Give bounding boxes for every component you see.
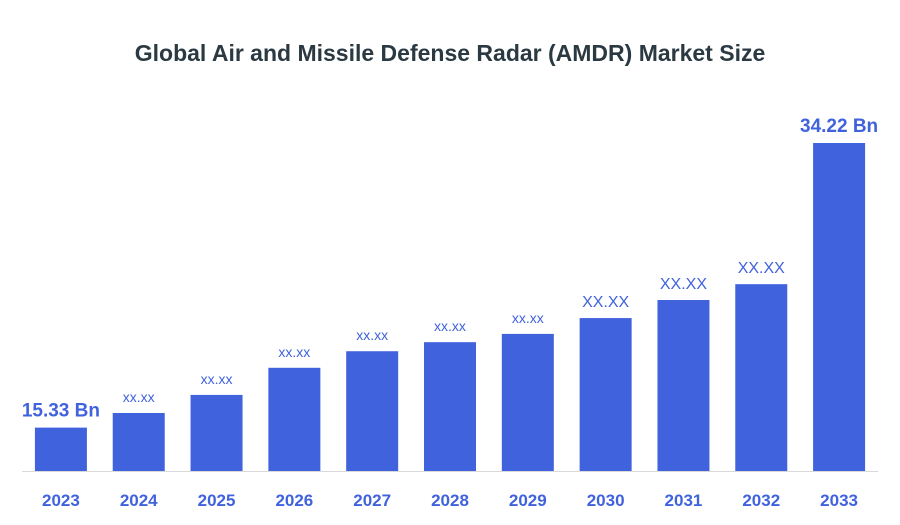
- bar-2027: [346, 351, 399, 471]
- chart-title: Global Air and Missile Defense Radar (AM…: [134, 40, 766, 66]
- x-tick-2026: 2026: [275, 491, 313, 510]
- data-label-2030: XX.XX: [582, 294, 629, 311]
- x-tick-2025: 2025: [198, 491, 236, 510]
- bar-2024: [112, 412, 165, 471]
- data-label-2029: xx.xx: [512, 310, 544, 326]
- x-tick-2023: 2023: [42, 491, 80, 510]
- bar-2031: [657, 299, 710, 471]
- data-label-2023: 15.33 Bn: [22, 401, 100, 422]
- bar-2030: [579, 318, 632, 471]
- bar-2023: [34, 427, 87, 471]
- x-tick-2030: 2030: [587, 491, 625, 510]
- data-label-2028: xx.xx: [434, 318, 466, 334]
- data-label-2033: 34.22 Bn: [800, 116, 878, 137]
- data-label-2025: xx.xx: [201, 371, 233, 387]
- bar-2032: [735, 284, 788, 471]
- data-label-2032: XX.XX: [738, 260, 785, 277]
- bar-2029: [501, 333, 554, 471]
- data-label-2026: xx.xx: [278, 344, 310, 360]
- x-tick-2032: 2032: [742, 491, 780, 510]
- data-label-2024: xx.xx: [123, 389, 155, 405]
- x-tick-2031: 2031: [665, 491, 703, 510]
- x-tick-2029: 2029: [509, 491, 547, 510]
- x-tick-2027: 2027: [353, 491, 391, 510]
- bar-2028: [424, 342, 476, 471]
- bar-2026: [268, 367, 321, 471]
- x-tick-2028: 2028: [431, 491, 469, 510]
- data-label-2027: xx.xx: [356, 327, 388, 343]
- bar-2033: [813, 143, 866, 471]
- bar-2025: [190, 394, 243, 471]
- data-label-2031: XX.XX: [660, 276, 707, 293]
- x-tick-2033: 2033: [820, 491, 858, 510]
- x-tick-2024: 2024: [120, 491, 158, 510]
